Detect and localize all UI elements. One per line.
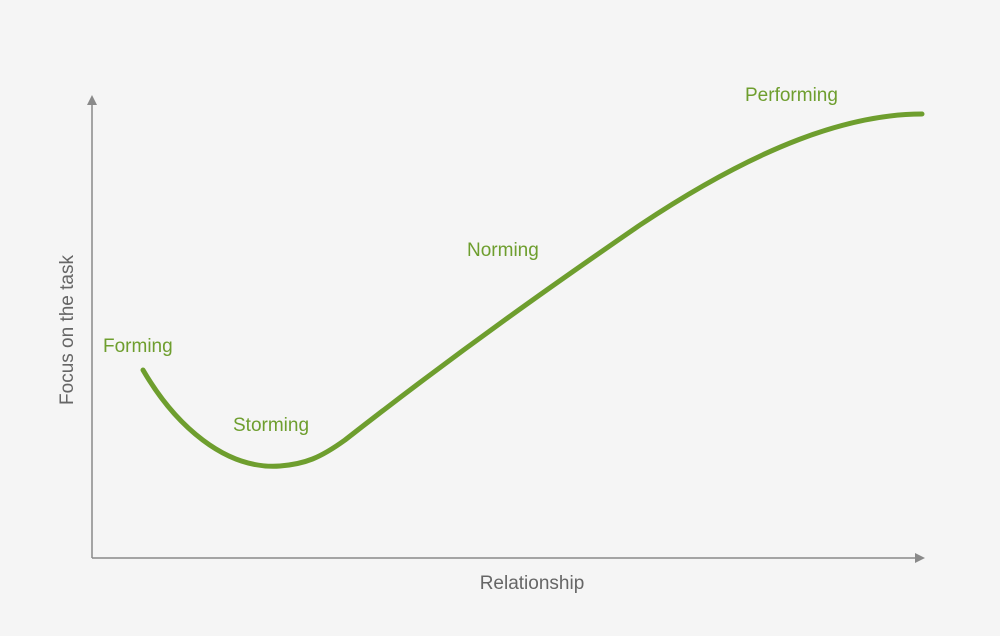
y-axis-label: Focus on the task xyxy=(57,255,78,405)
y-axis-arrow xyxy=(87,95,97,105)
stage-label: Performing xyxy=(745,85,838,106)
x-axis-label: Relationship xyxy=(480,573,585,594)
stage-label: Norming xyxy=(467,240,539,261)
stage-label: Storming xyxy=(233,415,309,436)
team-curve xyxy=(140,111,925,469)
stage-label: Forming xyxy=(103,336,173,357)
x-axis-arrow xyxy=(915,553,925,563)
